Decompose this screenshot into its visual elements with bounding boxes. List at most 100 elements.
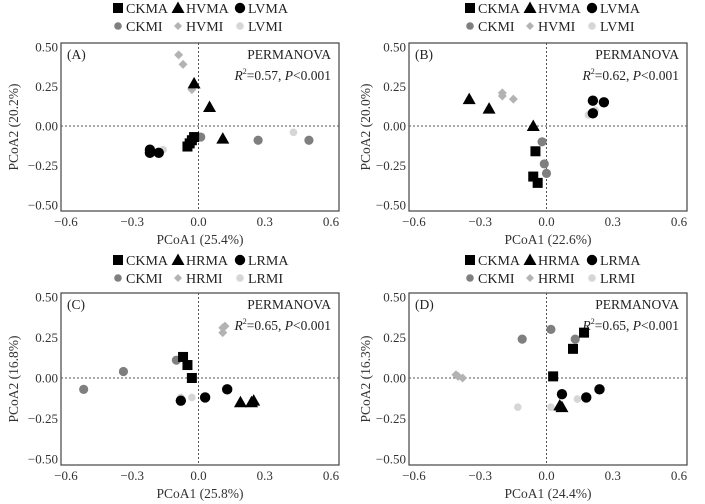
series-hrma xyxy=(233,394,261,408)
data-point xyxy=(539,159,549,169)
legend-item-hrmi: HRMI xyxy=(174,272,223,287)
x-tick-label: 0.6 xyxy=(323,214,340,229)
legend-item-ckma: CKMA xyxy=(465,2,521,17)
data-point xyxy=(587,108,599,119)
legend-label: HRMA xyxy=(186,254,229,269)
series-lrmi xyxy=(513,395,582,411)
legend-label: CKMA xyxy=(478,254,521,269)
legend-label: CKMA xyxy=(126,254,169,269)
data-point xyxy=(175,395,187,406)
legend-label: CKMA xyxy=(478,2,521,17)
legend-label: CKMI xyxy=(478,272,515,287)
x-tick-label: 0.6 xyxy=(323,468,340,483)
legend-marker xyxy=(174,274,182,282)
legend-marker xyxy=(113,3,123,13)
r2-superscript: 2 xyxy=(591,67,595,76)
legend-marker xyxy=(523,1,537,13)
y-axis-label: PCoA2 (16.3%) xyxy=(358,336,373,423)
plot-frame xyxy=(60,42,340,212)
y-tick-label: −0.50 xyxy=(376,452,406,467)
data-point xyxy=(579,327,590,338)
panel-label: (B) xyxy=(415,47,433,62)
data-point xyxy=(594,384,605,395)
legend-marker xyxy=(114,274,122,282)
legend-item-ckmi: CKMI xyxy=(114,272,163,287)
legend-item-lvmi: LVMI xyxy=(236,20,283,35)
x-axis-label: PCoA1 (24.4%) xyxy=(505,486,592,501)
p-symbol: P xyxy=(284,68,293,83)
data-point xyxy=(153,147,164,159)
legend-item-lvma: LVMA xyxy=(586,2,641,17)
y-tick-label: −0.50 xyxy=(376,198,406,213)
legend-item-hvmi: HVMI xyxy=(526,20,576,35)
data-point xyxy=(570,334,580,344)
legend-label: CKMI xyxy=(478,20,515,35)
legend-label: HVMI xyxy=(538,20,576,35)
series-lvmi xyxy=(159,128,298,154)
permanova-title: PERMANOVA xyxy=(595,47,679,62)
legend-item-ckmi: CKMI xyxy=(466,272,515,287)
legend-label: HRMA xyxy=(538,254,581,269)
series-ckmi xyxy=(79,355,182,394)
p-value: <0.001 xyxy=(641,318,679,333)
x-axis-label: PCoA1 (25.4%) xyxy=(157,232,244,247)
x-tick-label: −0.3 xyxy=(468,214,492,229)
panel-b: −0.6 −0.3 0.0 0.3 0.6 0.50 0.25 0.00 −0.25 −0.50 P… xyxy=(358,1,688,247)
data-point xyxy=(199,392,211,403)
y-tick-label: −0.50 xyxy=(28,452,58,467)
series-lrma xyxy=(175,384,233,406)
data-point xyxy=(517,334,527,344)
legend-label: LRMI xyxy=(600,272,635,287)
legend-marker xyxy=(466,22,474,30)
x-tick-label: 0.0 xyxy=(190,214,206,229)
permanova-stat: R2=0.57, P<0.001 xyxy=(234,67,332,83)
data-point xyxy=(218,328,228,338)
legend-label: HVMA xyxy=(186,2,230,17)
y-tick-label: 0.50 xyxy=(35,290,58,305)
legend-label: HRMI xyxy=(186,272,223,287)
data-point xyxy=(546,324,556,334)
r2-symbol: R xyxy=(582,318,592,333)
panel-label: (A) xyxy=(67,47,86,62)
legend-label: CKMI xyxy=(126,20,163,35)
data-point xyxy=(178,351,189,362)
legend-item-lvmi: LVMI xyxy=(588,20,635,35)
series-hrmi xyxy=(218,321,230,338)
p-value: <0.001 xyxy=(293,318,331,333)
legend-label: LVMA xyxy=(248,2,289,17)
permanova-title: PERMANOVA xyxy=(595,297,679,312)
r2-superscript: 2 xyxy=(243,67,247,76)
legend-item-hvmi: HVMI xyxy=(174,20,224,35)
legend-marker xyxy=(586,2,598,14)
legend-marker xyxy=(523,253,537,265)
legend-marker xyxy=(466,274,474,282)
data-point xyxy=(182,360,193,371)
series-hvma xyxy=(462,92,540,131)
legend-marker xyxy=(234,2,246,14)
x-tick-label: −0.3 xyxy=(120,468,144,483)
panel-label: (D) xyxy=(415,297,434,312)
data-point xyxy=(187,76,201,89)
r2-value: =0.65, xyxy=(595,318,633,333)
x-tick-label: 0.3 xyxy=(605,468,621,483)
legend-marker xyxy=(236,274,244,282)
y-tick-label: −0.25 xyxy=(376,158,406,173)
r2-value: =0.65, xyxy=(247,318,285,333)
panel-d: −0.6 −0.3 0.0 0.3 0.6 0.50 0.25 0.00 −0.25 −0.50 P… xyxy=(358,253,688,501)
permanova-stat: R2=0.65, P<0.001 xyxy=(582,317,680,333)
series-ckma xyxy=(548,327,590,382)
x-tick-label: 0.3 xyxy=(257,468,273,483)
legend-marker xyxy=(465,255,475,265)
y-tick-label: 0.25 xyxy=(383,330,406,345)
x-tick-label: −0.6 xyxy=(402,468,426,483)
legend-item-hrma: HRMA xyxy=(523,253,581,269)
series-hrma xyxy=(553,399,569,413)
legend-label: LRMA xyxy=(248,254,289,269)
y-tick-label: 0.00 xyxy=(35,119,58,134)
legend-label: LRMI xyxy=(248,272,283,287)
r2-superscript: 2 xyxy=(243,317,247,326)
series-lvma xyxy=(587,95,610,119)
data-point xyxy=(530,146,541,157)
legend-label: LVMI xyxy=(600,20,635,35)
r2-superscript: 2 xyxy=(591,317,595,326)
